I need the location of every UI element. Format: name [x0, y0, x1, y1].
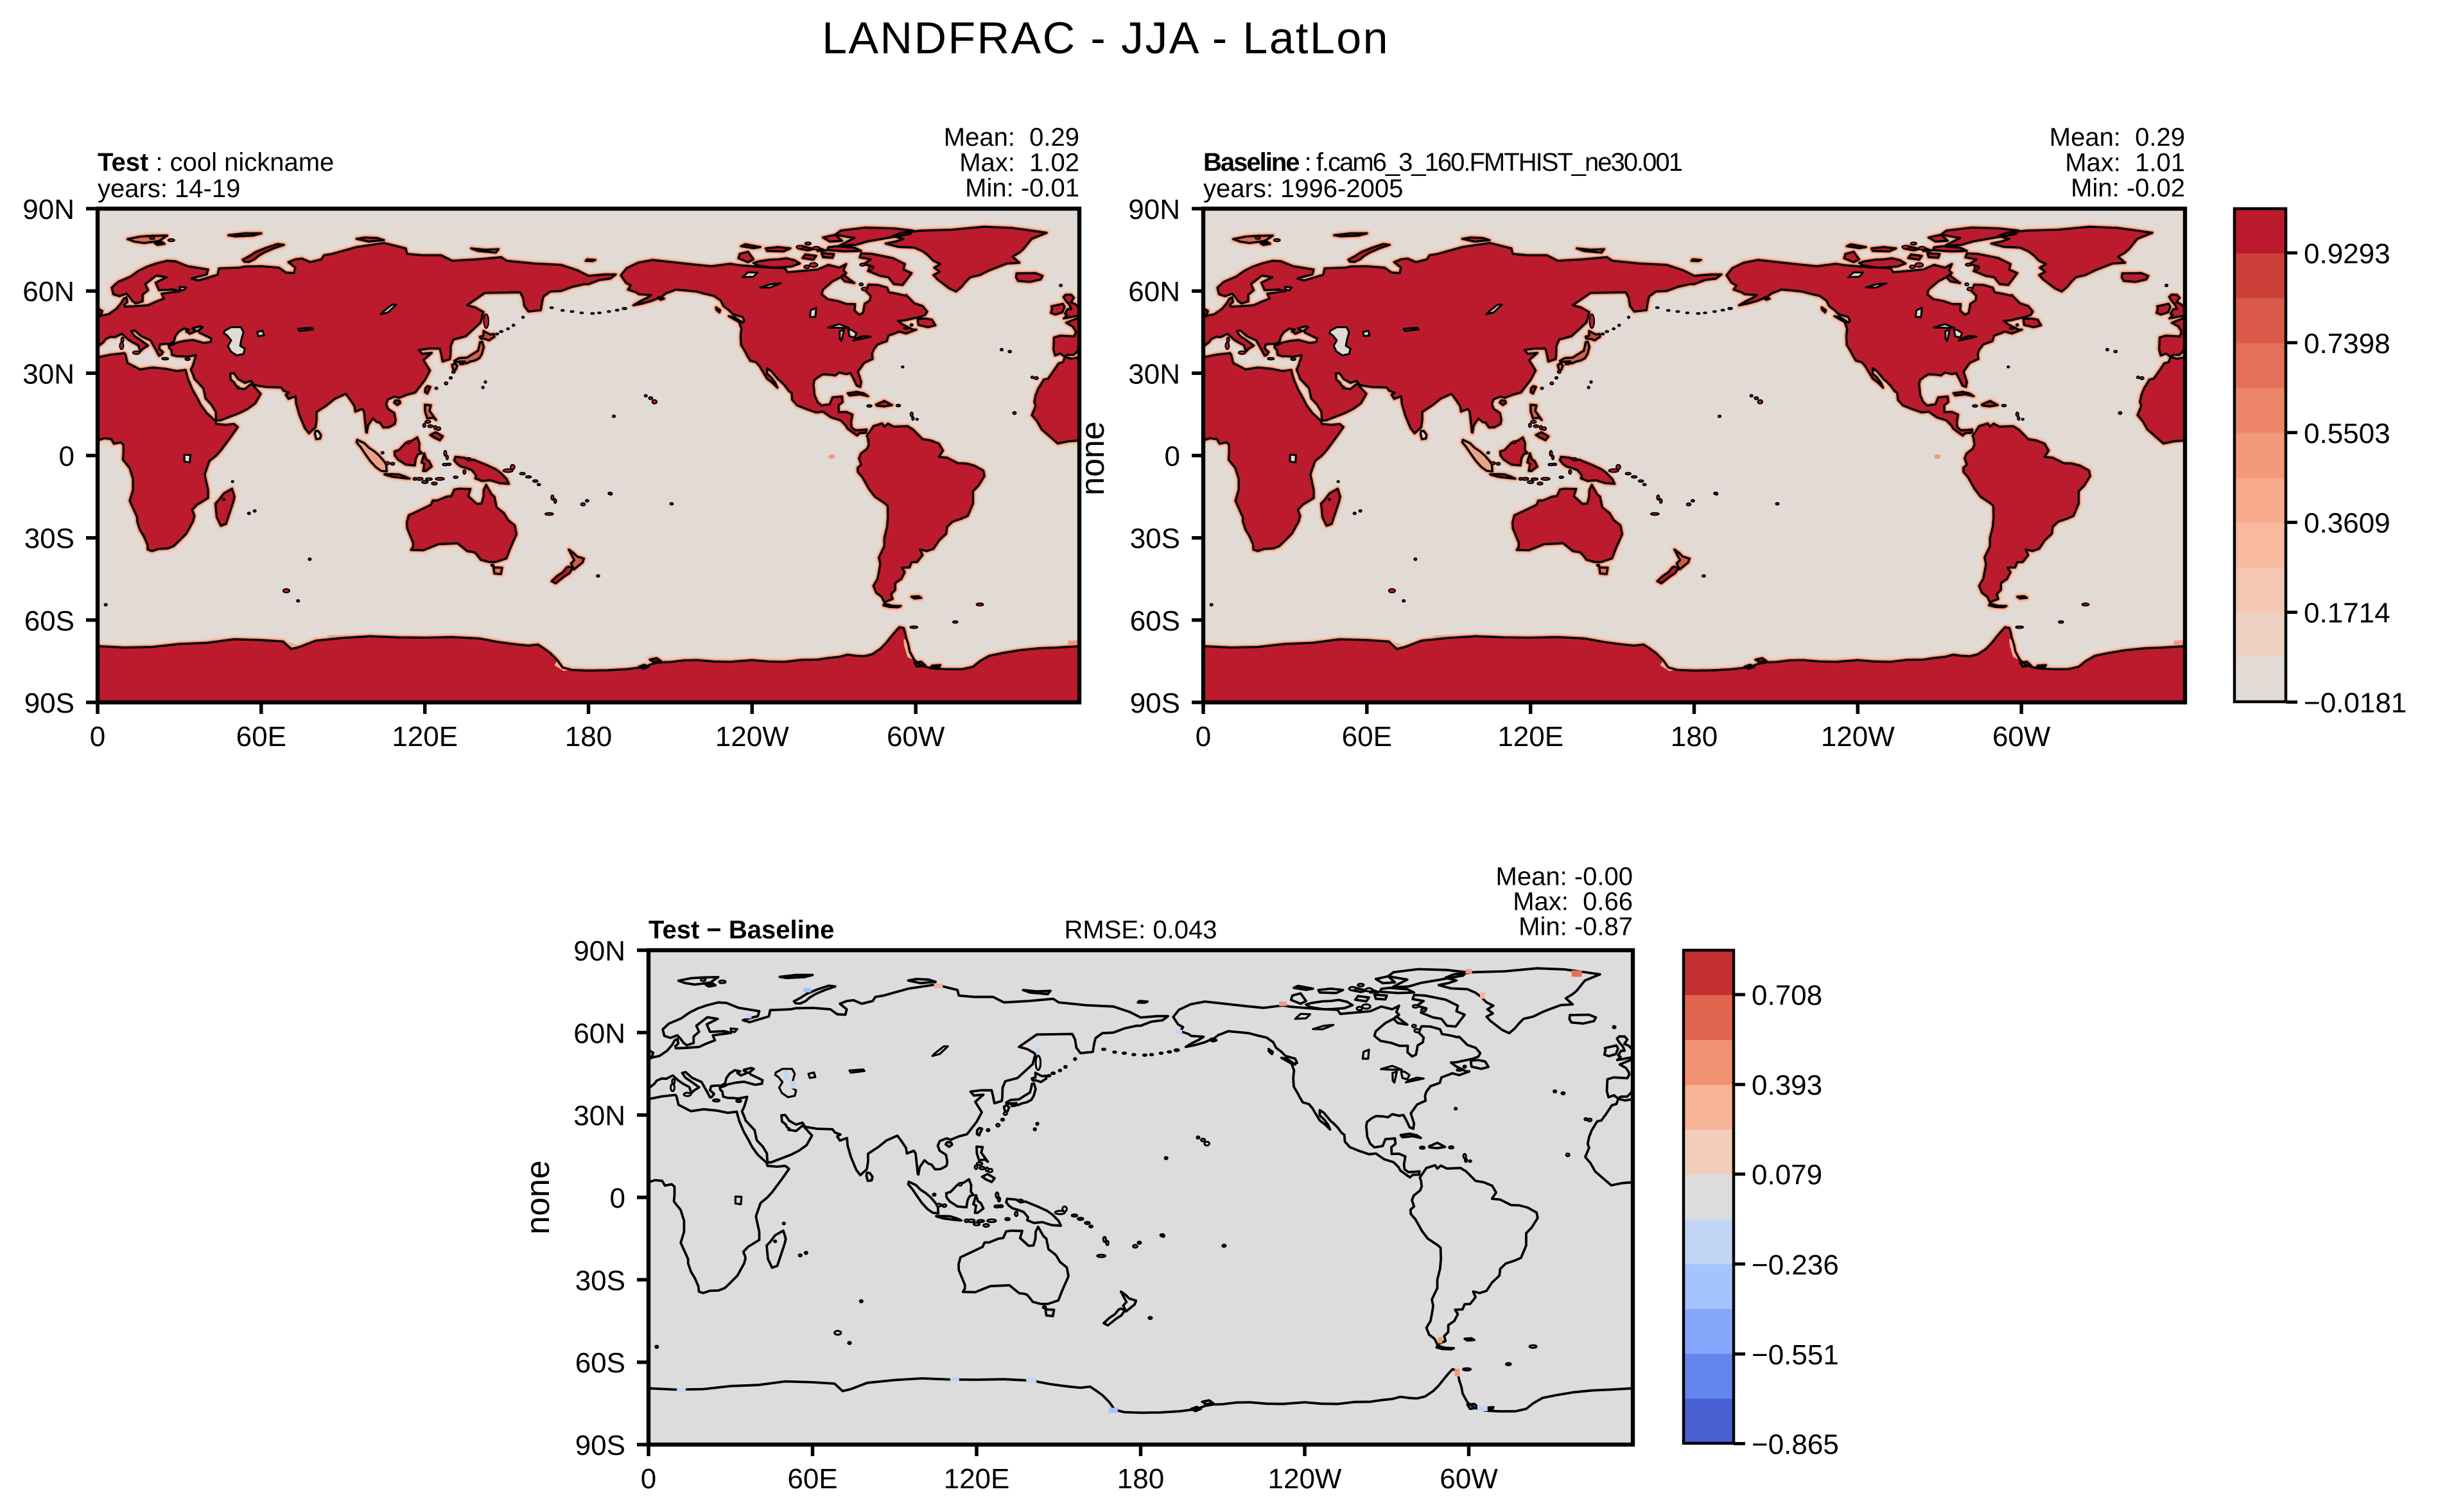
svg-text:60S: 60S: [1130, 605, 1180, 637]
svg-text:Min: -0.02: Min: -0.02: [2071, 174, 2185, 202]
svg-text:−0.0181: −0.0181: [2304, 688, 2407, 719]
svg-text:0.9293: 0.9293: [2304, 238, 2390, 270]
svg-text:90S: 90S: [24, 688, 74, 719]
svg-text:0.708: 0.708: [1752, 980, 1822, 1011]
svg-text:Mean: 0.29: Mean: 0.29: [944, 123, 1079, 152]
svg-text:60E: 60E: [236, 721, 286, 752]
svg-text:60N: 60N: [1128, 276, 1180, 308]
svg-text:0.1714: 0.1714: [2304, 598, 2390, 629]
svg-text:−0.865: −0.865: [1752, 1429, 1839, 1461]
svg-text:Test − Baseline: Test − Baseline: [649, 916, 834, 944]
svg-text:60N: 60N: [22, 276, 74, 308]
svg-text:90N: 90N: [1128, 194, 1180, 225]
svg-text:120E: 120E: [1497, 721, 1563, 752]
svg-text:30N: 30N: [573, 1100, 625, 1132]
svg-text:0: 0: [641, 1463, 656, 1495]
svg-text:60S: 60S: [24, 605, 74, 637]
svg-text:90S: 90S: [575, 1430, 625, 1461]
svg-text:LANDFRAC - JJA - LatLon: LANDFRAC - JJA - LatLon: [822, 13, 1389, 63]
svg-text:Min: -0.01: Min: -0.01: [965, 174, 1079, 202]
svg-text:−0.236: −0.236: [1752, 1249, 1839, 1281]
svg-text:Mean: 0.29: Mean: 0.29: [2050, 123, 2185, 152]
svg-text:Mean: -0.00: Mean: -0.00: [1496, 863, 1633, 891]
svg-text:0: 0: [610, 1183, 625, 1214]
svg-text:Test : cool nickname: Test : cool nickname: [98, 148, 334, 177]
svg-text:90N: 90N: [573, 935, 625, 967]
svg-text:30N: 30N: [1128, 358, 1180, 390]
svg-text:RMSE: 0.043: RMSE: 0.043: [1065, 916, 1217, 944]
svg-text:60S: 60S: [575, 1348, 625, 1379]
svg-text:0: 0: [59, 441, 74, 473]
svg-text:60W: 60W: [1440, 1463, 1498, 1495]
svg-text:−0.551: −0.551: [1752, 1339, 1839, 1371]
svg-text:90N: 90N: [22, 194, 74, 225]
svg-text:0: 0: [1165, 441, 1180, 473]
svg-text:30S: 30S: [1130, 523, 1180, 555]
svg-text:120W: 120W: [715, 721, 789, 752]
svg-text:0.393: 0.393: [1752, 1070, 1822, 1101]
svg-text:120E: 120E: [392, 721, 458, 752]
svg-text:Max: 1.02: Max: 1.02: [959, 148, 1079, 177]
svg-text:60W: 60W: [887, 721, 945, 752]
svg-text:30S: 30S: [575, 1265, 625, 1296]
svg-text:120E: 120E: [944, 1463, 1010, 1495]
svg-text:120W: 120W: [1268, 1463, 1342, 1495]
svg-text:years: 1996-2005: years: 1996-2005: [1203, 175, 1403, 203]
svg-text:none: none: [1074, 421, 1111, 496]
svg-text:30N: 30N: [22, 358, 74, 390]
svg-text:none: none: [519, 1160, 557, 1235]
svg-text:180: 180: [1117, 1463, 1164, 1495]
svg-text:years: 14-19: years: 14-19: [98, 175, 240, 203]
svg-text:90S: 90S: [1130, 688, 1180, 719]
svg-text:Max: 1.01: Max: 1.01: [2065, 148, 2185, 177]
svg-text:60E: 60E: [787, 1463, 837, 1495]
svg-text:0.079: 0.079: [1752, 1160, 1822, 1191]
svg-text:0: 0: [1196, 721, 1211, 752]
svg-text:30S: 30S: [24, 523, 74, 555]
svg-text:60N: 60N: [573, 1018, 625, 1049]
svg-text:60W: 60W: [1992, 721, 2051, 752]
svg-text:0.3609: 0.3609: [2304, 508, 2390, 539]
svg-text:180: 180: [565, 721, 612, 752]
svg-text:0.7398: 0.7398: [2304, 328, 2390, 360]
svg-text:Baseline : f.cam6_3_160.FMTHIS: Baseline : f.cam6_3_160.FMTHIST_ne30.001: [1203, 148, 1682, 177]
svg-text:Min: -0.87: Min: -0.87: [1519, 913, 1633, 941]
svg-text:180: 180: [1671, 721, 1718, 752]
svg-text:60E: 60E: [1342, 721, 1392, 752]
svg-text:Max: 0.66: Max: 0.66: [1513, 888, 1633, 916]
svg-text:120W: 120W: [1821, 721, 1895, 752]
svg-text:0: 0: [90, 721, 105, 752]
svg-text:0.5503: 0.5503: [2304, 418, 2390, 449]
